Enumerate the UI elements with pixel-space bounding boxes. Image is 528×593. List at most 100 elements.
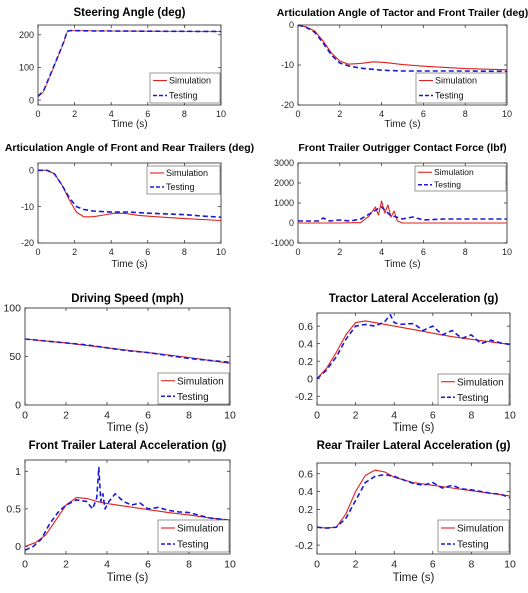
legend-box <box>414 165 507 192</box>
chart-title: Articulation Angle of Front and Rear Tra… <box>5 142 254 154</box>
series-group <box>38 169 221 222</box>
chart-panel: Front Trailer Lateral Acceleration (g) 0 2… <box>6 440 236 584</box>
y-tick-label: 200 <box>19 30 34 40</box>
x-tick-label: 8 <box>186 559 192 571</box>
series-line-testing <box>38 169 221 218</box>
x-tick-label: 4 <box>391 559 397 571</box>
y-tick-label: 0 <box>29 165 34 175</box>
y-tick-label: 0 <box>307 522 313 534</box>
x-tick-label: 6 <box>421 247 426 257</box>
x-axis-label: Time (s) <box>393 422 435 434</box>
x-tick-label: 2 <box>72 247 77 257</box>
x-tick-label: 0 <box>314 559 320 571</box>
legend-label: Simulation <box>457 524 504 535</box>
series-line-testing <box>317 473 510 529</box>
x-tick-label: 8 <box>182 109 187 119</box>
y-tick-label: -20 <box>21 238 34 248</box>
series-group <box>25 466 230 551</box>
x-tick-label: 0 <box>35 247 40 257</box>
x-tick-label: 10 <box>504 410 516 422</box>
x-tick-label: 4 <box>379 247 384 257</box>
legend-label: Testing <box>169 91 198 101</box>
legend: Simulation Testing <box>157 519 230 553</box>
x-tick-label: 2 <box>72 109 77 119</box>
series-line-simulation <box>38 169 221 222</box>
y-tick-label: 3000 <box>274 158 294 168</box>
x-tick-label: 10 <box>502 247 512 257</box>
x-tick-label: 8 <box>182 247 187 257</box>
legend-label: Testing <box>434 180 461 190</box>
x-tick-label: 8 <box>463 247 468 257</box>
x-tick-label: 4 <box>391 410 397 422</box>
y-tick-label: -10 <box>281 60 294 70</box>
x-tick-label: 10 <box>504 559 516 571</box>
x-tick-label: 8 <box>186 410 192 422</box>
legend-box <box>157 519 230 553</box>
y-tick-label: 0.4 <box>298 486 313 498</box>
legend-label: Simulation <box>177 524 224 535</box>
legend-label: Testing <box>166 182 195 192</box>
x-tick-label: 4 <box>109 109 114 119</box>
chart-panel: Articulation Angle of Tactor and Front T… <box>277 7 528 130</box>
x-tick-label: 0 <box>35 109 40 119</box>
legend-label: Simulation <box>435 76 477 86</box>
chart-title: Tractor Lateral Acceleration (g) <box>329 293 499 305</box>
y-tick-label: 1000 <box>274 198 294 208</box>
x-axis-label: Time (s) <box>111 119 147 130</box>
legend-box <box>437 373 510 406</box>
x-axis-label: Time (s) <box>107 572 149 584</box>
x-tick-label: 0 <box>22 410 28 422</box>
y-tick-label: 1 <box>15 466 21 478</box>
series-line-simulation <box>298 25 507 71</box>
series-line-testing <box>25 466 230 551</box>
series-line-testing <box>298 206 507 222</box>
x-tick-label: 4 <box>104 410 110 422</box>
x-axis-label: Time (s) <box>384 119 420 130</box>
x-tick-label: 4 <box>379 109 384 119</box>
x-tick-label: 6 <box>145 410 151 422</box>
chart-title: Articulation Angle of Tactor and Front T… <box>277 7 528 19</box>
chart-title: Steering Angle (deg) <box>73 7 185 19</box>
x-tick-label: 6 <box>145 247 150 257</box>
series-line-simulation <box>298 200 507 224</box>
x-tick-label: 10 <box>216 247 226 257</box>
y-tick-label: 0 <box>289 218 294 228</box>
legend-label: Simulation <box>166 168 208 178</box>
y-tick-label: 0.2 <box>298 504 313 516</box>
y-tick-label: -0.2 <box>295 391 313 403</box>
x-tick-label: 10 <box>224 559 236 571</box>
x-tick-label: 4 <box>109 247 114 257</box>
x-tick-label: 4 <box>104 559 110 571</box>
legend-box <box>415 72 507 104</box>
y-tick-label: 0 <box>289 20 294 30</box>
chart-panel: Tractor Lateral Acceleration (g) 0 2 4 6 8 10 -… <box>295 293 516 434</box>
y-tick-label: 0 <box>307 373 313 385</box>
series-line-simulation <box>317 320 510 380</box>
series-group <box>298 25 507 73</box>
x-axis-label: Time (s) <box>393 572 435 584</box>
legend: Simulation Testing <box>437 519 510 553</box>
legend-label: Testing <box>177 540 209 551</box>
x-axis-label: Time (s) <box>384 259 420 270</box>
y-tick-label: 0 <box>15 541 21 553</box>
series-line-testing <box>317 313 510 380</box>
x-tick-label: 0 <box>295 109 300 119</box>
legend-label: Simulation <box>169 76 211 86</box>
chart-title: Driving Speed (mph) <box>71 293 184 305</box>
chart-title: Rear Trailer Lateral Acceleration (g) <box>317 440 511 452</box>
legend: Simulation Testing <box>157 372 230 405</box>
series-line-testing <box>38 29 221 97</box>
x-tick-label: 10 <box>224 410 236 422</box>
x-axis-label: Time (s) <box>107 422 149 434</box>
y-tick-label: 0.6 <box>298 321 313 333</box>
series-line-testing <box>25 338 230 364</box>
legend-label: Testing <box>177 392 209 403</box>
y-tick-label: 0.2 <box>298 356 313 368</box>
x-tick-label: 6 <box>145 559 151 571</box>
legend-box <box>437 519 510 553</box>
x-tick-label: 2 <box>337 109 342 119</box>
series-line-simulation <box>25 497 230 548</box>
legend-label: Simulation <box>434 167 474 177</box>
legend-label: Simulation <box>177 376 224 387</box>
